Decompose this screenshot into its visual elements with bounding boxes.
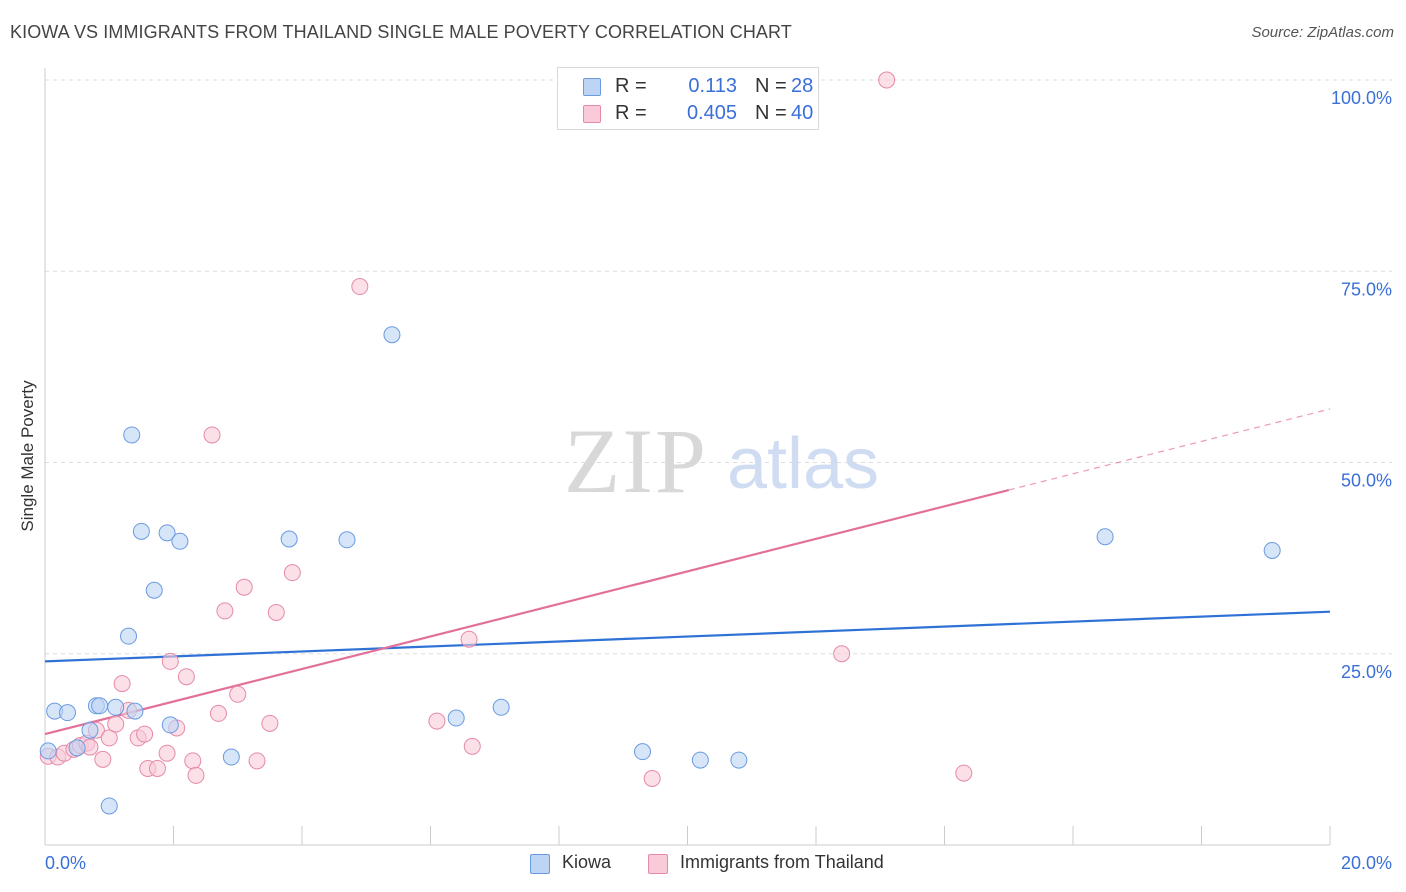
kiowa-point	[222, 748, 240, 766]
thailand-point	[177, 668, 195, 686]
thailand-point	[283, 564, 301, 582]
thailand-point	[428, 712, 446, 730]
thailand-point	[136, 725, 154, 743]
kiowa-swatch	[583, 78, 601, 96]
kiowa-point	[39, 742, 57, 760]
thailand-point	[351, 278, 369, 296]
thailand-point	[643, 769, 661, 787]
thailand-point	[878, 71, 896, 89]
thailand-point	[158, 744, 176, 762]
thailand-point	[187, 766, 205, 784]
thailand-point	[184, 752, 202, 770]
n-value: 40	[791, 102, 814, 124]
kiowa-point	[161, 716, 179, 734]
kiowa-point	[145, 581, 163, 599]
chart-title: KIOWA VS IMMIGRANTS FROM THAILAND SINGLE…	[10, 22, 792, 42]
thailand-point	[203, 426, 221, 444]
thailand-point	[955, 764, 973, 782]
thailand-trend-line	[44, 488, 1010, 736]
trend-lines	[44, 408, 1331, 736]
kiowa-trend-line	[44, 610, 1331, 663]
kiowa-point	[123, 426, 141, 444]
y-tick-label: 25.0%	[1341, 662, 1392, 682]
kiowa-point	[634, 743, 652, 761]
watermark: ZIP atlas	[564, 410, 879, 512]
kiowa-point	[81, 721, 99, 739]
kiowa-point	[171, 532, 189, 550]
kiowa-point	[58, 704, 76, 722]
kiowa-point	[107, 698, 125, 716]
thailand-point	[229, 685, 247, 703]
r-value: 0.405	[686, 102, 737, 124]
tick-labels: 100.0% 75.0% 50.0% 25.0% 0.0% 20.0%	[45, 88, 1392, 873]
kiowa-point	[492, 698, 510, 716]
y-tick-label: 100.0%	[1331, 88, 1392, 108]
thailand-point	[463, 737, 481, 755]
kiowa-point	[126, 702, 144, 720]
x-tick-label: 20.0%	[1341, 853, 1392, 873]
thailand-point	[107, 715, 125, 733]
kiowa-point	[91, 697, 109, 715]
kiowa-point	[730, 751, 748, 769]
thailand-point	[209, 704, 227, 722]
kiowa-point	[68, 739, 86, 757]
thailand-point	[113, 675, 131, 693]
thailand-point	[833, 645, 851, 663]
thailand-point	[460, 630, 478, 648]
thailand-point	[100, 729, 118, 747]
grid-lines	[45, 79, 1392, 655]
kiowa-point	[383, 326, 401, 344]
kiowa-point	[132, 522, 150, 540]
kiowa-point	[120, 627, 138, 645]
y-tick-label: 50.0%	[1341, 471, 1392, 491]
kiowa-point	[338, 531, 356, 549]
thailand-point	[161, 652, 179, 670]
kiowa-point	[100, 797, 118, 815]
n-value: 28	[791, 75, 814, 97]
thailand-point	[235, 578, 253, 596]
kiowa-point	[1096, 528, 1114, 546]
kiowa-swatch	[530, 854, 550, 874]
axes	[44, 68, 1331, 846]
kiowa-point	[691, 751, 709, 769]
r-key: R =	[615, 102, 647, 124]
kiowa-point	[280, 530, 298, 548]
thailand-point	[267, 603, 285, 621]
watermark-atlas: atlas	[727, 424, 879, 504]
n-key: N =	[755, 75, 787, 97]
kiowa-point	[447, 709, 465, 727]
thailand-point	[94, 750, 112, 768]
x-tick-label: 0.0%	[45, 853, 86, 873]
thailand-trend-extension	[1008, 408, 1331, 491]
thailand-point	[148, 760, 166, 777]
kiowa-point	[158, 524, 176, 542]
thailand-swatch	[583, 105, 601, 123]
source-label: Source: ZipAtlas.com	[1251, 24, 1394, 41]
stats-legend: R = 0.113 N = 28 R = 0.405 N = 40	[557, 67, 819, 130]
thailand-point	[248, 752, 266, 770]
r-value: 0.113	[688, 75, 737, 97]
watermark-zip: ZIP	[564, 410, 708, 512]
y-tick-label: 75.0%	[1341, 279, 1392, 299]
r-key: R =	[615, 75, 647, 97]
legend-label: Kiowa	[562, 852, 612, 872]
n-key: N =	[755, 102, 787, 124]
legend-label: Immigrants from Thailand	[680, 852, 884, 872]
data-points	[39, 71, 1281, 815]
thailand-point	[216, 602, 234, 620]
thailand-swatch	[648, 854, 668, 874]
kiowa-point	[1263, 541, 1281, 559]
thailand-point	[261, 714, 279, 732]
